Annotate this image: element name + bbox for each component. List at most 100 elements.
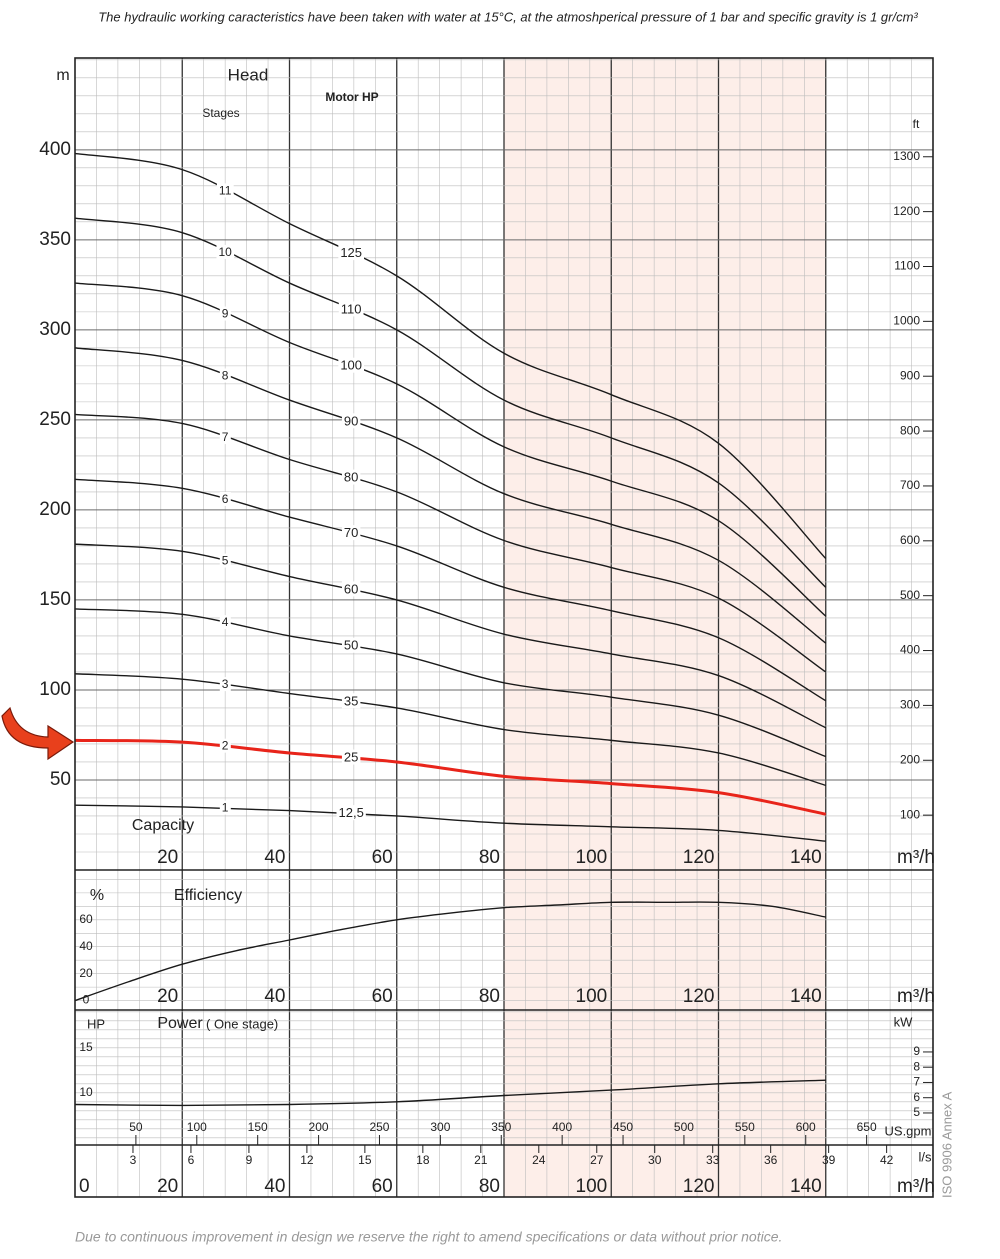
x-tick-label: 100 bbox=[187, 1120, 207, 1134]
curve-label: 7 bbox=[222, 430, 229, 444]
x-tick-label: 20 bbox=[157, 986, 178, 1007]
x-tick-label: 120 bbox=[683, 986, 715, 1007]
x-tick-label: 40 bbox=[264, 847, 285, 868]
y-tick-label: 60 bbox=[79, 912, 93, 926]
x-tick-label: 0 bbox=[79, 1176, 90, 1197]
y-tick-label: 10 bbox=[79, 1085, 93, 1099]
y2-tick-label: 1300 bbox=[893, 149, 920, 163]
curve-label: 80 bbox=[344, 470, 358, 485]
curve-label: 6 bbox=[222, 492, 229, 506]
curve bbox=[74, 413, 827, 673]
y-axis-unit: m bbox=[56, 67, 69, 84]
curve-label: 100 bbox=[340, 358, 362, 373]
y2-tick-label: 500 bbox=[900, 588, 920, 602]
label-background bbox=[216, 183, 234, 198]
x-tick-label: 550 bbox=[735, 1120, 755, 1134]
y2-axis-unit: kW bbox=[894, 1014, 914, 1029]
label-background bbox=[338, 301, 364, 317]
chart-title: Head bbox=[228, 65, 269, 84]
y2-tick-label: 100 bbox=[900, 807, 920, 821]
curve-label: 60 bbox=[344, 581, 358, 596]
x-tick-label: 12 bbox=[300, 1153, 314, 1167]
y2-tick-label: 1200 bbox=[893, 204, 920, 218]
label-background bbox=[341, 581, 361, 597]
curve-label: 4 bbox=[222, 615, 229, 629]
x-tick-label: 140 bbox=[790, 986, 822, 1007]
x-tick-label: 100 bbox=[576, 847, 608, 868]
label-title: Motor HP bbox=[325, 90, 378, 104]
x-tick-label: 200 bbox=[309, 1120, 329, 1134]
y-tick-label: 400 bbox=[39, 139, 71, 160]
x-tick-label: 650 bbox=[857, 1120, 877, 1134]
label-background bbox=[219, 492, 231, 507]
series-title: Stages bbox=[202, 106, 239, 120]
x-tick-label: 36 bbox=[764, 1153, 778, 1167]
label-background bbox=[341, 413, 361, 429]
y2-tick-label: 7 bbox=[913, 1075, 920, 1089]
curve-label: 25 bbox=[344, 750, 358, 765]
x-tick-label: 33 bbox=[706, 1153, 720, 1167]
x-tick-label: 140 bbox=[790, 847, 822, 868]
y2-tick-label: 1100 bbox=[894, 259, 920, 273]
x-tick-label: 60 bbox=[372, 1176, 393, 1197]
curve bbox=[74, 217, 827, 588]
shaded-range bbox=[504, 58, 826, 1197]
curve bbox=[74, 673, 826, 787]
label-background bbox=[338, 357, 365, 373]
y2-tick-label: 9 bbox=[913, 1044, 920, 1058]
header-note: The hydraulic working caracteristics hav… bbox=[98, 9, 918, 24]
x-tick-label: 21 bbox=[474, 1153, 488, 1167]
x-tick-label: 9 bbox=[246, 1153, 253, 1167]
label-background bbox=[219, 553, 231, 568]
x-tick-label: 30 bbox=[648, 1153, 662, 1167]
x-tick-label: 250 bbox=[369, 1120, 389, 1134]
chart-title: Efficiency bbox=[174, 887, 242, 904]
x-tick-label: 60 bbox=[372, 847, 393, 868]
background-layer bbox=[75, 58, 933, 1197]
curve-label: 12,5 bbox=[339, 805, 364, 820]
x-tick-label: 20 bbox=[157, 847, 178, 868]
footer-note: Due to continuous improvement in design … bbox=[75, 1229, 782, 1245]
y-tick-label: 250 bbox=[39, 409, 71, 430]
y-tick-label: 300 bbox=[39, 319, 71, 340]
x-tick-label: 80 bbox=[479, 847, 500, 868]
standard: ISO 9906 Annex A bbox=[939, 1091, 954, 1198]
curve-label: 5 bbox=[222, 554, 229, 568]
pointer-arrow bbox=[1, 706, 75, 761]
x-tick-label: 39 bbox=[822, 1153, 836, 1167]
x-tick-label: 40 bbox=[264, 1176, 285, 1197]
curve-label: 70 bbox=[344, 525, 358, 540]
curve-label: 35 bbox=[344, 693, 358, 708]
y-tick-label: 20 bbox=[79, 966, 93, 980]
label-background bbox=[219, 430, 231, 445]
x-tick-label: 120 bbox=[683, 1176, 715, 1197]
x-tick-label: 450 bbox=[613, 1120, 633, 1134]
x-tick-label: 80 bbox=[479, 986, 500, 1007]
curve bbox=[74, 901, 826, 1002]
curve-label: 10 bbox=[218, 245, 232, 259]
y2-tick-label: 1000 bbox=[893, 314, 920, 328]
x-tick-label: 20 bbox=[157, 1176, 178, 1197]
x-tick-label: 60 bbox=[372, 986, 393, 1007]
label-background bbox=[219, 800, 231, 815]
label-background bbox=[338, 245, 365, 261]
y-tick-label: 0 bbox=[83, 993, 90, 1007]
chart-subtitle: ( One stage) bbox=[206, 1016, 278, 1031]
x-tick-label: 600 bbox=[796, 1120, 816, 1134]
y2-tick-label: 800 bbox=[900, 423, 920, 437]
curve-label: 3 bbox=[222, 677, 229, 691]
x-tick-label: 350 bbox=[491, 1120, 511, 1134]
y-tick-label: 40 bbox=[79, 939, 93, 953]
y2-axis-unit: ft bbox=[913, 117, 920, 131]
curve bbox=[74, 543, 827, 729]
x-tick-label: 15 bbox=[358, 1153, 372, 1167]
curve bbox=[74, 1079, 826, 1107]
y2-tick-label: 900 bbox=[900, 368, 920, 382]
curve bbox=[74, 282, 827, 617]
axis-unit: l/s bbox=[919, 1149, 933, 1164]
curve bbox=[74, 804, 826, 842]
y2-tick-label: 8 bbox=[913, 1059, 920, 1073]
curve-label: 1 bbox=[222, 801, 229, 815]
y-axis-unit: % bbox=[90, 887, 104, 904]
y2-tick-label: 300 bbox=[900, 698, 920, 712]
